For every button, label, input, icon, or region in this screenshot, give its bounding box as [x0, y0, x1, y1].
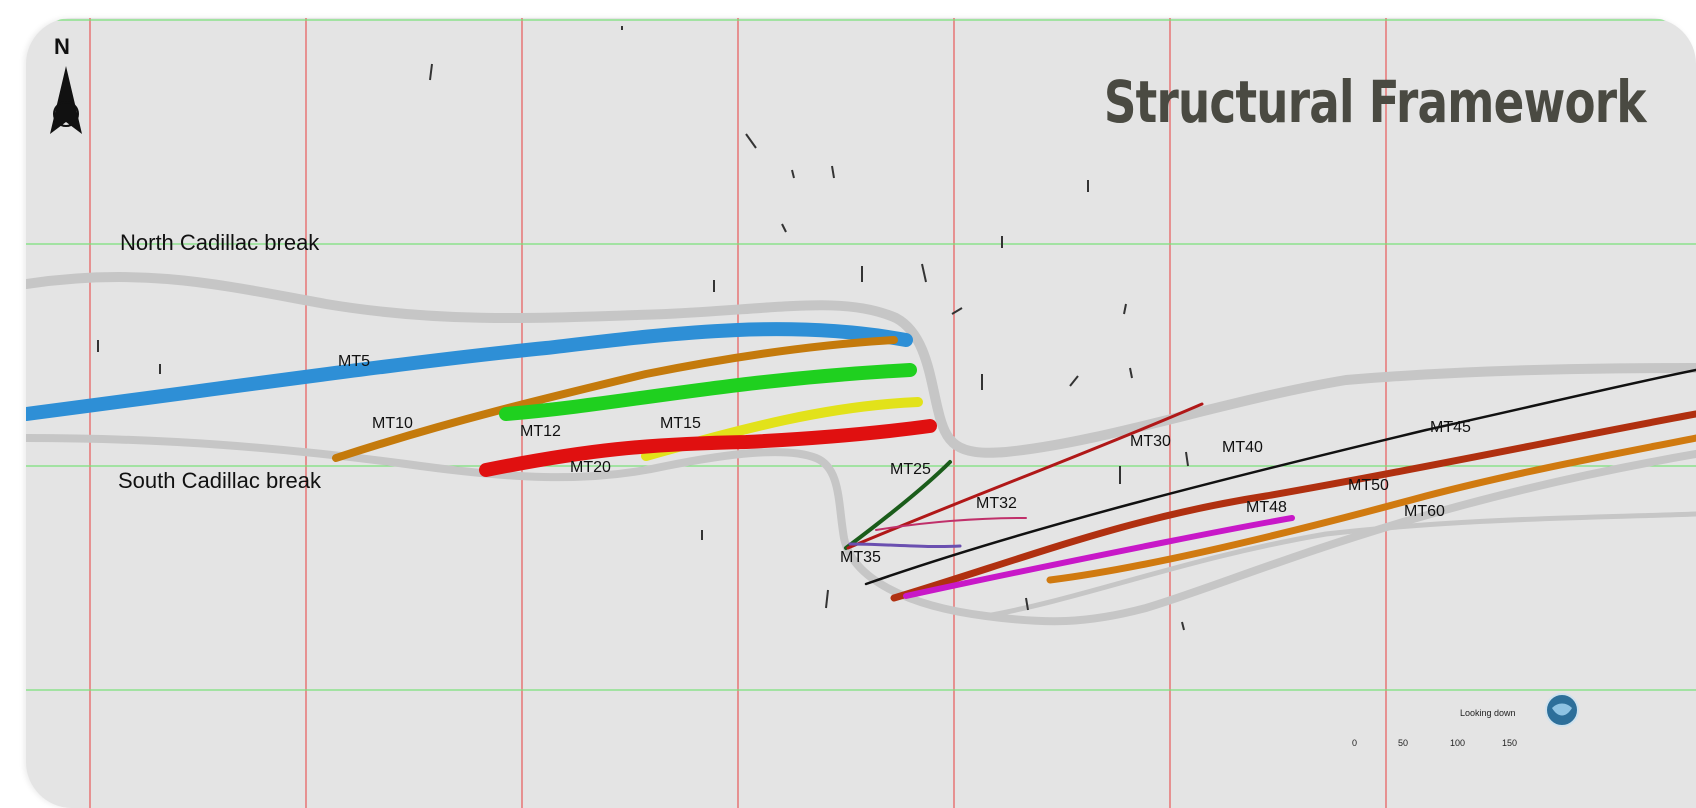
tick	[831, 165, 835, 179]
tick	[1025, 597, 1029, 611]
fault-MT5	[26, 322, 913, 421]
fault-MT48	[903, 515, 1295, 599]
fault-labels: MT5 MT10 MT12 MT15 MT20 MT25 MT30 MT32 M…	[338, 353, 1471, 566]
label-MT20: MT20	[570, 459, 611, 476]
label-MT25: MT25	[890, 461, 931, 478]
north-break-band	[26, 271, 1696, 458]
structural-ticks	[97, 26, 1189, 631]
label-MT32: MT32	[976, 495, 1017, 512]
break-labels: North Cadillac break South Cadillac brea…	[118, 230, 322, 493]
tick	[951, 307, 963, 315]
fault-MT40	[864, 368, 1696, 586]
structural-map: North Cadillac break South Cadillac brea…	[26, 18, 1696, 808]
label-MT60: MT60	[1404, 503, 1445, 520]
label-MT48: MT48	[1246, 499, 1287, 516]
tick	[1123, 303, 1127, 315]
scale-tick-50: 50	[1398, 738, 1408, 748]
tick	[825, 589, 829, 609]
grid	[26, 18, 1696, 808]
south-break-label: South Cadillac break	[118, 468, 322, 493]
scale-tick-100: 100	[1450, 738, 1465, 748]
break-bands	[26, 271, 1696, 626]
tick	[1181, 621, 1185, 631]
page-title: Structural Framework	[1104, 68, 1647, 136]
view-indicator-label: Looking down	[1460, 708, 1516, 718]
fault-MT35	[848, 542, 962, 549]
label-MT40: MT40	[1222, 439, 1263, 456]
fault-MT32	[875, 517, 1027, 531]
view-indicator: Looking down	[1460, 693, 1579, 727]
label-MT10: MT10	[372, 415, 413, 432]
north-break-label: North Cadillac break	[120, 230, 320, 255]
scale-bar: 0 50 100 150	[1352, 738, 1517, 748]
tick	[1129, 367, 1133, 379]
fault-MT30	[846, 402, 1204, 550]
north-arrow-icon	[50, 66, 82, 134]
south-break-splay	[983, 511, 1696, 619]
south-break-band	[26, 434, 1696, 626]
fault-MT12	[499, 363, 917, 421]
fault-MT25	[844, 460, 952, 550]
label-MT35: MT35	[840, 549, 881, 566]
north-arrow: N	[50, 34, 82, 134]
tick	[1069, 375, 1079, 387]
fault-MT60	[1046, 434, 1696, 584]
north-label: N	[54, 34, 70, 59]
fault-MT10	[332, 336, 898, 462]
label-MT45: MT45	[1430, 419, 1471, 436]
tick	[1185, 451, 1189, 467]
label-MT50: MT50	[1348, 477, 1389, 494]
tick	[745, 133, 757, 149]
tick	[429, 63, 433, 81]
fault-MT20	[479, 419, 937, 477]
label-MT12: MT12	[520, 423, 561, 440]
tick	[921, 263, 927, 283]
label-MT5: MT5	[338, 353, 370, 370]
scale-tick-0: 0	[1352, 738, 1357, 748]
north-arrow-ring	[53, 101, 79, 127]
tick	[791, 169, 795, 179]
label-MT15: MT15	[660, 415, 701, 432]
fault-MT45	[890, 410, 1696, 602]
scale-tick-150: 150	[1502, 738, 1517, 748]
tick	[781, 223, 787, 233]
globe-icon-highlight	[1552, 703, 1572, 716]
label-MT30: MT30	[1130, 433, 1171, 450]
map-panel: North Cadillac break South Cadillac brea…	[26, 18, 1696, 808]
fault-traces	[26, 322, 1696, 602]
